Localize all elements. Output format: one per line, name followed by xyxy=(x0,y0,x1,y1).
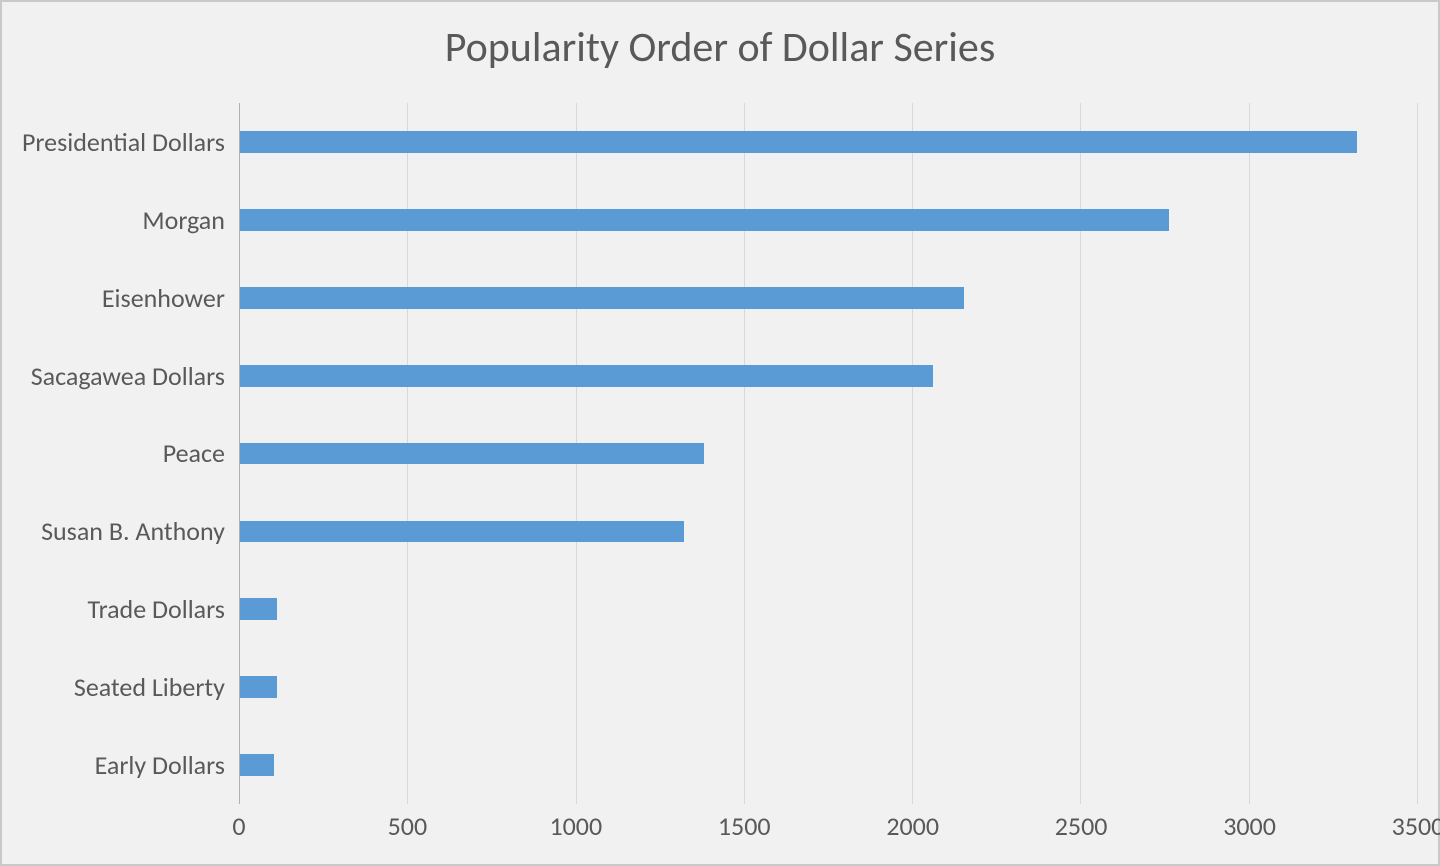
y-axis-label: Early Dollars xyxy=(22,749,225,781)
bar-slot xyxy=(240,492,1418,570)
bar xyxy=(240,209,1169,231)
bar-slot xyxy=(240,337,1418,415)
bar-slot xyxy=(240,181,1418,259)
y-axis-label: Peace xyxy=(22,437,225,469)
bar xyxy=(240,598,277,620)
chart-title: Popularity Order of Dollar Series xyxy=(22,22,1418,73)
bar-slot xyxy=(240,648,1418,726)
bar xyxy=(240,287,964,309)
y-axis-label: Morgan xyxy=(22,204,225,236)
x-axis-label: 2000 xyxy=(886,810,939,842)
x-axis-label: 3500 xyxy=(1392,810,1440,842)
x-axis-spacer xyxy=(22,804,239,854)
y-axis-label: Seated Liberty xyxy=(22,671,225,703)
plot-row: Presidential Dollars Morgan Eisenhower Saca… xyxy=(22,103,1418,804)
y-axis-label: Eisenhower xyxy=(22,282,225,314)
bar xyxy=(240,754,274,776)
chart-frame: Popularity Order of Dollar Series Presid… xyxy=(0,0,1440,866)
x-axis-label: 500 xyxy=(388,810,428,842)
x-axis-label: 1500 xyxy=(718,810,771,842)
bar-slot xyxy=(240,726,1418,804)
x-axis-label: 1000 xyxy=(549,810,602,842)
bar xyxy=(240,521,684,543)
y-axis-label: Trade Dollars xyxy=(22,593,225,625)
bar xyxy=(240,443,704,465)
y-axis-label: Sacagawea Dollars xyxy=(22,360,225,392)
chart-body: Presidential Dollars Morgan Eisenhower Saca… xyxy=(22,103,1418,854)
bar xyxy=(240,676,277,698)
x-axis-label: 2500 xyxy=(1055,810,1108,842)
bar-slot xyxy=(240,415,1418,493)
y-axis-label: Susan B. Anthony xyxy=(22,515,225,547)
bar-slot xyxy=(240,103,1418,181)
bar xyxy=(240,131,1357,153)
plot-area xyxy=(239,103,1418,804)
x-axis-label: 0 xyxy=(232,810,245,842)
bar-slot xyxy=(240,570,1418,648)
x-axis-labels: 0500100015002000250030003500 xyxy=(239,804,1418,854)
x-axis-row: 0500100015002000250030003500 xyxy=(22,804,1418,854)
y-axis-labels: Presidential Dollars Morgan Eisenhower Saca… xyxy=(22,103,239,804)
y-axis-label: Presidential Dollars xyxy=(22,126,225,158)
bars-container xyxy=(240,103,1418,804)
x-axis-label: 3000 xyxy=(1223,810,1276,842)
bar-slot xyxy=(240,259,1418,337)
bar xyxy=(240,365,933,387)
